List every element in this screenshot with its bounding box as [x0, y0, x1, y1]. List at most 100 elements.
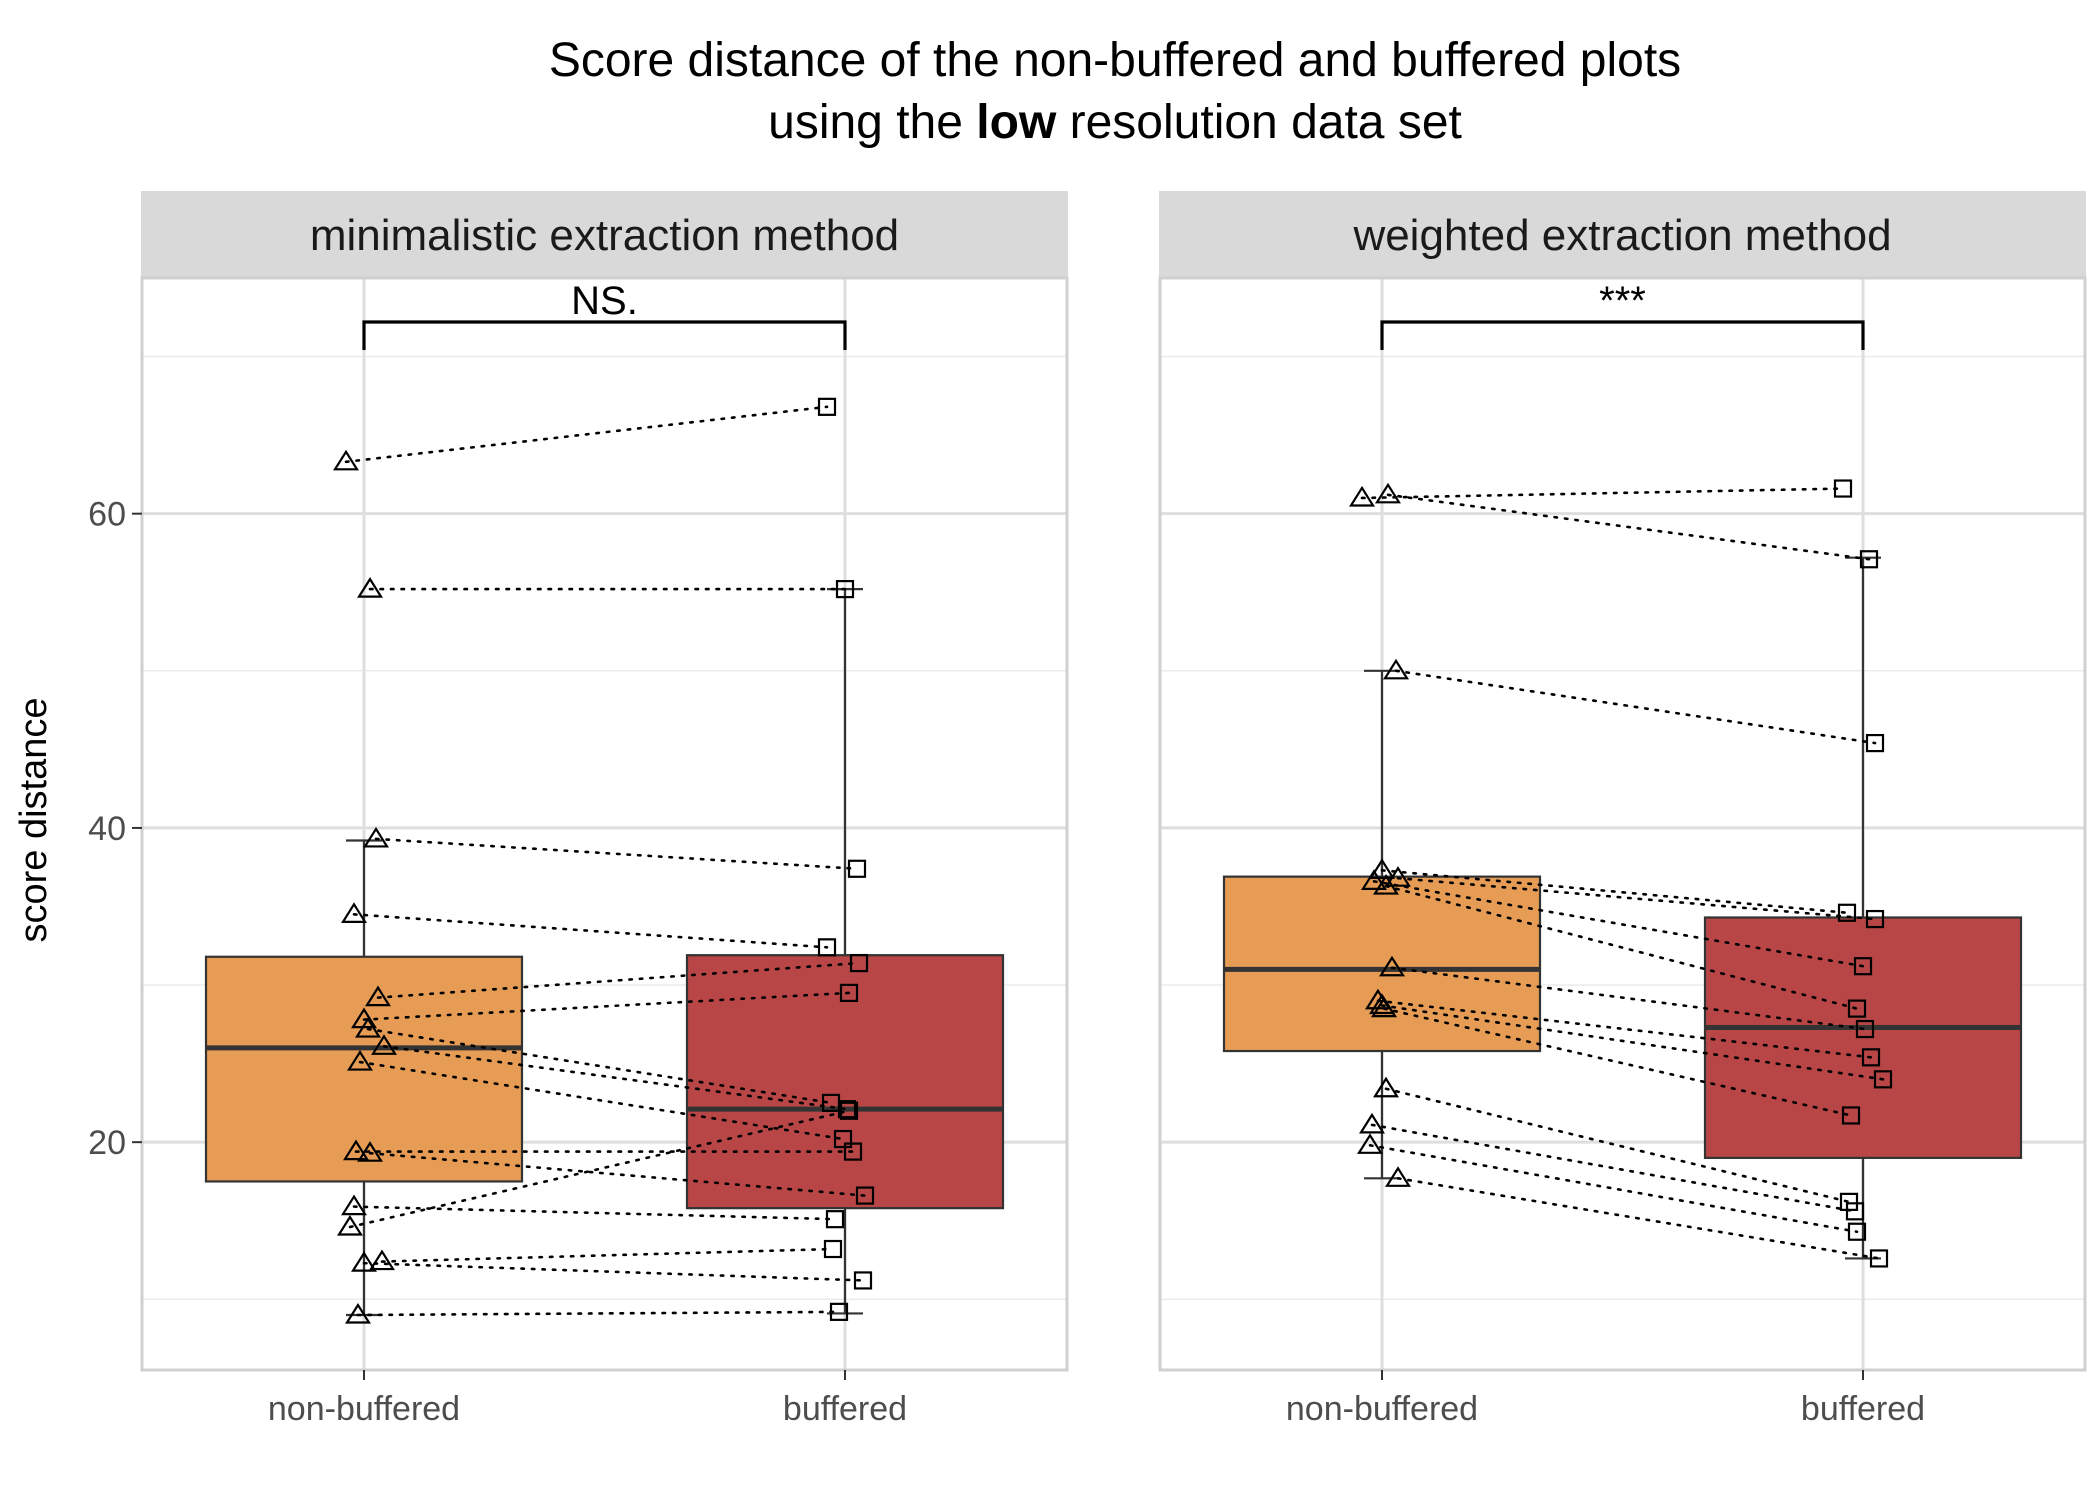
panel-weighted: weighted extraction method *** non-buffere…	[1158, 191, 2087, 1428]
point-buffered	[839, 1101, 859, 1120]
point-buffered	[1847, 999, 1867, 1018]
point-buffered	[835, 580, 855, 599]
strip-background	[141, 191, 1068, 279]
point-buffered	[1873, 1070, 1893, 1089]
panel-border	[1158, 276, 2087, 1372]
pair-line	[1370, 1123, 1857, 1213]
pair-line	[368, 1151, 867, 1197]
pair-line	[1368, 1144, 1859, 1234]
x-tick-label: buffered	[1801, 1390, 1925, 1428]
pair-line	[1382, 1007, 1853, 1117]
pair-line	[1380, 869, 1849, 915]
significance-bracket	[362, 320, 847, 350]
pair-line	[1394, 669, 1877, 745]
x-tick-label: non-buffered	[1286, 1390, 1478, 1428]
box-non-buffered	[1222, 875, 1542, 1053]
point-non-buffered	[1373, 873, 1399, 895]
point-non-buffered	[341, 1194, 367, 1216]
pair-line	[344, 405, 829, 464]
point-non-buffered	[343, 1139, 369, 1161]
point-non-buffered	[1375, 482, 1401, 504]
panels: minimalistic extraction method NS. non-buf…	[88, 191, 2087, 1428]
x-tick-label: buffered	[783, 1390, 907, 1428]
point-non-buffered	[351, 1251, 377, 1272]
point-buffered	[817, 938, 837, 957]
pair-line	[352, 913, 829, 949]
point-buffered	[853, 1271, 873, 1290]
point-non-buffered	[347, 1049, 373, 1071]
point-buffered	[839, 983, 859, 1003]
point-non-buffered	[1371, 996, 1397, 1018]
point-non-buffered	[1373, 1076, 1399, 1098]
point-non-buffered	[333, 449, 359, 471]
point-non-buffered	[355, 1016, 381, 1038]
pair-line	[1372, 880, 1865, 968]
y-tick-label: 20	[88, 1124, 126, 1162]
pair-line	[362, 991, 851, 1021]
point-buffered	[849, 953, 869, 973]
point-buffered	[1839, 1192, 1859, 1211]
pair-line	[376, 961, 861, 999]
pair-line	[352, 1205, 837, 1221]
pair-line	[1396, 876, 1877, 921]
pair-line	[348, 1109, 851, 1229]
x-tick-label: non-buffered	[268, 1390, 460, 1428]
pair-line	[1380, 1004, 1885, 1081]
point-buffered	[837, 1100, 857, 1119]
chart-title-line1: Score distance of the non-buffered and b…	[549, 34, 1681, 87]
point-buffered	[833, 1129, 853, 1149]
title-prefix: using the	[768, 96, 976, 149]
point-non-buffered	[1379, 955, 1405, 977]
point-buffered	[855, 1186, 875, 1205]
point-non-buffered	[371, 1034, 397, 1055]
point-non-buffered	[365, 985, 391, 1007]
significance-bracket	[1380, 320, 1865, 350]
point-non-buffered	[1357, 1133, 1383, 1154]
point-buffered	[817, 397, 837, 416]
strip-label: weighted extraction method	[1352, 211, 1891, 260]
strip-label: minimalistic extraction method	[310, 211, 899, 260]
pair-line	[358, 1060, 845, 1141]
point-buffered	[1841, 1106, 1861, 1125]
point-buffered	[1845, 1202, 1865, 1221]
point-buffered	[825, 1210, 845, 1229]
point-buffered	[1865, 733, 1885, 753]
pair-line	[1360, 487, 1845, 500]
pair-line	[374, 837, 859, 871]
significance-label: ***	[1599, 279, 1646, 323]
y-tick-label: 40	[88, 810, 126, 848]
point-non-buffered	[345, 1302, 371, 1324]
point-buffered	[823, 1239, 843, 1259]
point-non-buffered	[337, 1214, 363, 1236]
point-non-buffered	[1361, 869, 1387, 890]
point-buffered	[1855, 1019, 1875, 1039]
point-buffered	[1833, 479, 1853, 498]
point-buffered	[1837, 903, 1857, 922]
point-buffered	[843, 1142, 863, 1161]
y-axis-title: score distance	[13, 697, 55, 942]
point-non-buffered	[1359, 1112, 1385, 1134]
y-tick-label: 60	[88, 496, 126, 534]
point-buffered	[1859, 550, 1879, 569]
pair-line	[382, 1045, 849, 1111]
point-non-buffered	[363, 826, 389, 848]
pair-line	[362, 1261, 865, 1282]
point-non-buffered	[357, 1141, 383, 1162]
pair-line	[366, 1027, 833, 1105]
panel-border	[140, 276, 1069, 1372]
panel-minimalistic: minimalistic extraction method NS. non-buf…	[88, 191, 1069, 1428]
title-suffix: resolution data set	[1056, 96, 1462, 149]
point-non-buffered	[369, 1249, 395, 1271]
pair-line	[380, 1247, 835, 1263]
point-non-buffered	[357, 577, 383, 598]
pair-line	[1384, 884, 1859, 1010]
box-buffered	[685, 954, 1005, 1210]
chart-title-line2: using the low resolution data set	[768, 96, 1462, 149]
pair-line	[1376, 999, 1873, 1059]
significance-label: NS.	[571, 279, 638, 323]
point-non-buffered	[1383, 658, 1409, 680]
title-bold: low	[976, 96, 1057, 149]
point-buffered	[1861, 1048, 1881, 1067]
point-buffered	[1865, 909, 1885, 929]
